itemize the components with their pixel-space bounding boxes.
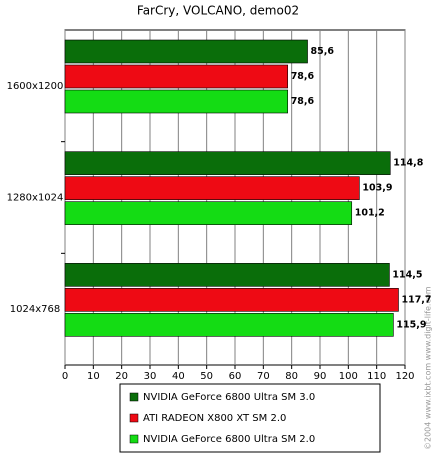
legend-label: NVIDIA GeForce 6800 Ultra SM 2.0 [143, 434, 315, 445]
x-tick-label: 0 [62, 371, 68, 382]
y-tick-label: 1024x768 [10, 304, 60, 315]
bar [64, 89, 288, 114]
bar [64, 176, 360, 200]
x-tick-label: 70 [257, 371, 270, 382]
value-label: 103,9 [362, 183, 392, 194]
x-tick-label: 50 [200, 371, 213, 382]
value-label: 85,6 [311, 46, 335, 57]
y-tick-label: 1600x1200 [7, 81, 64, 92]
value-label: 101,2 [355, 208, 385, 219]
bar [64, 201, 353, 225]
legend-marker [129, 434, 139, 444]
bar [64, 263, 390, 287]
bar [64, 151, 391, 175]
value-label: 114,5 [392, 269, 422, 280]
legend-marker [129, 392, 139, 402]
value-label: 115,9 [396, 319, 426, 330]
x-tick-label: 40 [172, 371, 185, 382]
x-tick-label: 120 [395, 371, 414, 382]
legend-marker [129, 413, 139, 423]
x-tick-label: 90 [314, 371, 327, 382]
chart-title: FarCry, VOLCANO, demo02 [137, 4, 299, 18]
legend [119, 383, 381, 453]
watermark: ©2004 www.ixbt.com www.digit-life.com [424, 286, 433, 450]
value-label: 117,7 [401, 294, 431, 305]
legend-label: ATI RADEON X800 XT SM 2.0 [143, 413, 286, 424]
x-tick-label: 10 [87, 371, 100, 382]
value-label: 78,6 [291, 71, 315, 82]
x-tick-label: 20 [115, 371, 128, 382]
x-tick-label: 110 [367, 371, 386, 382]
bar [64, 39, 308, 64]
bar [64, 313, 394, 337]
bar [64, 288, 399, 312]
bar [64, 64, 288, 89]
x-tick-label: 80 [285, 371, 298, 382]
x-tick-label: 100 [339, 371, 358, 382]
legend-label: NVIDIA GeForce 6800 Ultra SM 3.0 [143, 392, 315, 403]
value-label: 114,8 [393, 158, 423, 169]
value-label: 78,6 [291, 96, 315, 107]
y-tick-label: 1280x1024 [7, 193, 64, 204]
x-tick-label: 30 [144, 371, 157, 382]
x-tick-label: 60 [229, 371, 242, 382]
